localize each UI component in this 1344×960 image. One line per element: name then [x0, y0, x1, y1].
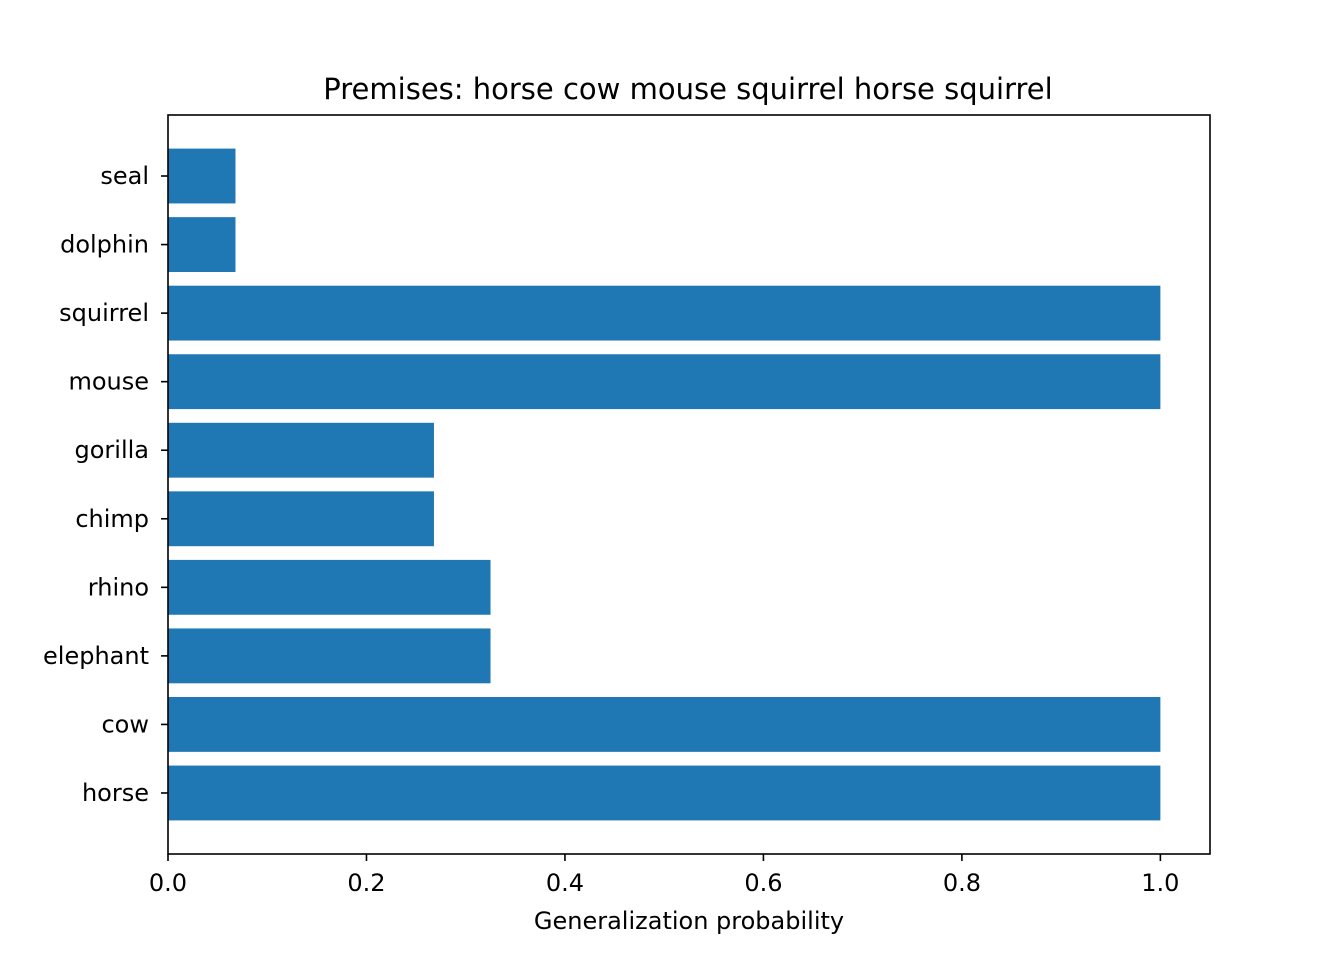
bar-cow: [168, 697, 1161, 752]
x-tick-label-0.6: 0.6: [744, 869, 782, 897]
y-tick-label-gorilla: gorilla: [75, 436, 150, 464]
bar-rhino: [168, 559, 491, 615]
bar-squirrel: [168, 285, 1161, 341]
y-tick-label-elephant: elephant: [43, 642, 149, 670]
y-tick-label-rhino: rhino: [88, 573, 149, 601]
x-tick-label-0.8: 0.8: [943, 869, 981, 897]
y-tick-label-squirrel: squirrel: [59, 299, 149, 327]
bar-seal: [168, 148, 236, 204]
bar-chimp: [168, 491, 434, 547]
x-tick-label-1.0: 1.0: [1141, 869, 1179, 897]
bar-elephant: [168, 628, 491, 684]
bar-dolphin: [168, 217, 236, 272]
bar-horse: [168, 765, 1161, 821]
y-tick-label-mouse: mouse: [68, 368, 149, 396]
y-tick-label-horse: horse: [82, 779, 149, 807]
plot-frame: [167, 114, 1211, 855]
y-tick-label-dolphin: dolphin: [60, 231, 149, 259]
x-tick-label-0.2: 0.2: [347, 869, 385, 897]
x-axis-label: Generalization probability: [534, 907, 844, 935]
x-tick-label-0.0: 0.0: [149, 869, 187, 897]
y-tick-label-seal: seal: [100, 162, 149, 190]
bar-mouse: [168, 354, 1161, 410]
y-tick-label-cow: cow: [101, 710, 149, 738]
chart-title: Premises: horse cow mouse squirrel horse…: [323, 72, 1052, 106]
bars-group: [168, 148, 1161, 821]
y-tick-label-chimp: chimp: [75, 505, 149, 533]
x-tick-label-0.4: 0.4: [546, 869, 584, 897]
y-axis: horse cow elephant rhino chimp gorilla mouse sq…: [43, 162, 168, 807]
x-axis: 0.0 0.2 0.4 0.6 0.8 1.0: [149, 854, 1179, 897]
bar-gorilla: [168, 422, 434, 478]
